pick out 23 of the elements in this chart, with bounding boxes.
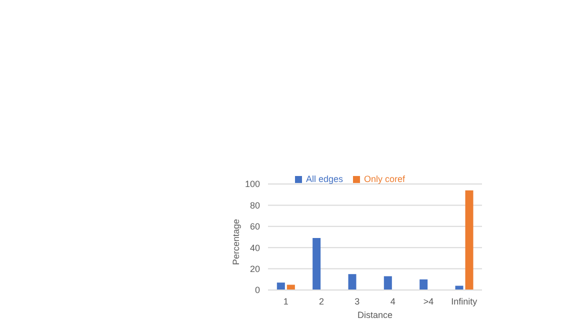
bar (348, 274, 356, 290)
bar (286, 284, 295, 290)
x-tick-label: 3 (354, 296, 360, 306)
x-tick-label: 2 (318, 296, 324, 306)
y-tick-label: 0 (254, 285, 260, 296)
bar (312, 238, 321, 290)
y-tick-label: 60 (250, 222, 260, 232)
legend-label: All edges (306, 174, 343, 184)
x-tick-label: >4 (423, 296, 434, 306)
legend-label: Only coref (364, 174, 406, 184)
x-tick-label: 1 (283, 296, 288, 306)
y-axis-title: Percentage (231, 218, 242, 265)
y-tick-label: 80 (250, 200, 260, 210)
x-axis-title: Distance (357, 310, 393, 320)
x-tick-label: 4 (390, 296, 396, 306)
y-tick-label: 20 (250, 264, 260, 274)
x-tick-label: Infinity (451, 296, 478, 306)
y-tick-label: 40 (250, 242, 260, 253)
bar (465, 190, 474, 290)
bar (420, 279, 428, 290)
bar (384, 276, 392, 290)
y-tick-label: 100 (244, 179, 260, 190)
bar (276, 282, 285, 290)
